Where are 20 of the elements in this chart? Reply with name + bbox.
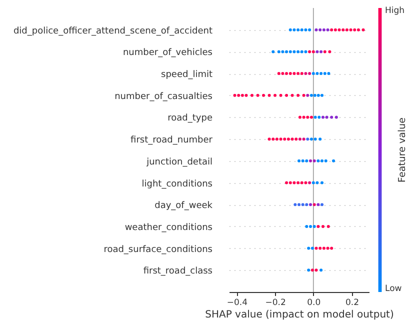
y-tick-label: road_surface_conditions [104, 244, 213, 255]
y-tick-label: first_road_class [143, 266, 213, 277]
y-tick-label: number_of_casualties [114, 92, 213, 102]
x-tick-label: 0.0 [307, 298, 321, 308]
x-tick-label: 0.2 [345, 298, 360, 308]
y-tick-label: junction_detail [146, 157, 212, 168]
text: Low [385, 284, 402, 294]
y-tick-label: speed_limit [161, 70, 213, 80]
x-axis-title: SHAP value (impact on model output) [205, 310, 394, 320]
y-tick-label: light_conditions [142, 179, 213, 190]
y-tick-label: number_of_vehicles [122, 48, 213, 58]
y-tick-label: first_road_number [130, 136, 213, 146]
y-tick-label: day_of_week [154, 201, 214, 212]
color-bar-title: Feature value [397, 117, 408, 182]
x-tick-label: −0.4 [226, 298, 248, 308]
y-tick-label: road_type [168, 114, 213, 124]
y-tick-label: did_police_officer_attend_scene_of_accident [13, 26, 213, 36]
x-tick-label: −0.2 [265, 298, 286, 308]
text: High [385, 6, 405, 16]
y-tick-label: weather_conditions [124, 222, 213, 233]
